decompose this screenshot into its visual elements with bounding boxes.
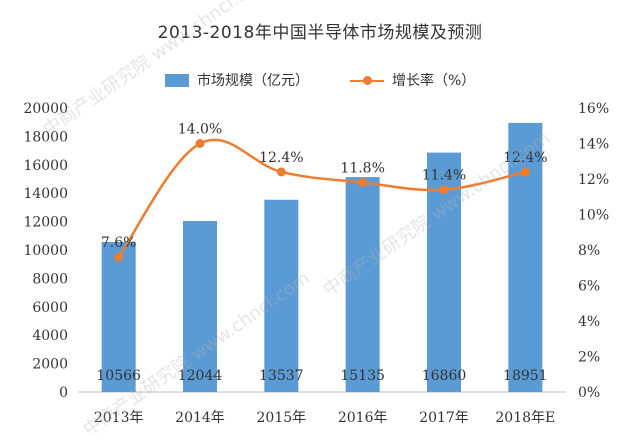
y-left-tick-label: 16000 — [23, 158, 68, 174]
y-right-tick-label: 14% — [578, 137, 609, 153]
bar-value-label: 15135 — [340, 368, 385, 384]
x-tick-label: 2016年 — [338, 410, 388, 426]
y-left-tick-label: 2000 — [32, 357, 68, 373]
growth-rate-label: 11.4% — [422, 168, 466, 184]
growth-rate-point — [358, 178, 368, 188]
y-left-tick-label: 12000 — [23, 215, 68, 231]
y-left-tick-label: 18000 — [23, 129, 68, 145]
bar-value-label: 13537 — [259, 368, 304, 384]
growth-rate-line — [117, 138, 526, 258]
y-right-tick-label: 6% — [578, 279, 600, 295]
x-tick-label: 2014年 — [175, 410, 225, 426]
legend-label-market-size: 市场规模（亿元） — [197, 73, 309, 89]
y-left-tick-label: 6000 — [32, 300, 68, 316]
x-tick-label: 2018年E — [495, 410, 555, 426]
growth-rate-label: 11.8% — [340, 161, 384, 177]
chart-title: 2013-2018年中国半导体市场规模及预测 — [157, 23, 483, 43]
legend-bar-swatch — [165, 73, 189, 87]
legend-label-growth-rate: 增长率（%） — [392, 73, 476, 89]
legend-item-growth-rate: 增长率（%） — [350, 70, 475, 90]
y-right-tick-label: 0% — [578, 385, 600, 401]
bar — [183, 220, 217, 392]
y-left-tick-label: 8000 — [32, 271, 68, 287]
y-right-tick-label: 8% — [578, 243, 600, 259]
legend-item-market-size: 市场规模（亿元） — [165, 70, 309, 90]
bar — [345, 177, 380, 392]
y-left-tick-label: 14000 — [23, 186, 68, 202]
bar-value-label: 10566 — [96, 368, 141, 384]
x-tick-label: 2013年 — [94, 410, 144, 426]
growth-rate-label: 7.6% — [101, 235, 137, 251]
y-right-tick-label: 4% — [578, 314, 600, 330]
growth-rate-point — [114, 252, 124, 262]
bar-value-label: 12044 — [178, 368, 223, 384]
y-left-tick-label: 0 — [59, 385, 68, 401]
growth-rate-point — [520, 167, 530, 177]
y-left-tick-label: 4000 — [32, 328, 68, 344]
bar-value-label: 18951 — [503, 368, 548, 384]
y-right-tick-label: 10% — [578, 208, 609, 224]
y-left-tick-label: 10000 — [23, 243, 68, 259]
growth-rate-label: 14.0% — [178, 122, 222, 138]
y-right-tick-label: 12% — [578, 172, 609, 188]
y-right-tick-label: 16% — [578, 101, 609, 117]
y-left-tick-label: 20000 — [23, 101, 68, 117]
growth-rate-point — [195, 139, 205, 148]
x-tick-label: 2015年 — [257, 410, 307, 426]
growth-rate-label: 12.4% — [259, 150, 303, 166]
growth-rate-point — [439, 185, 449, 195]
growth-rate-point — [276, 167, 286, 177]
legend: 市场规模（亿元） 增长率（%） — [0, 70, 640, 96]
legend-line-swatch — [350, 74, 384, 87]
bar — [264, 199, 299, 392]
growth-rate-label: 12.4% — [503, 150, 547, 166]
y-right-tick-label: 2% — [578, 350, 600, 366]
bar-value-label: 16860 — [422, 368, 467, 384]
x-tick-label: 2017年 — [419, 410, 469, 426]
bar — [101, 241, 136, 392]
